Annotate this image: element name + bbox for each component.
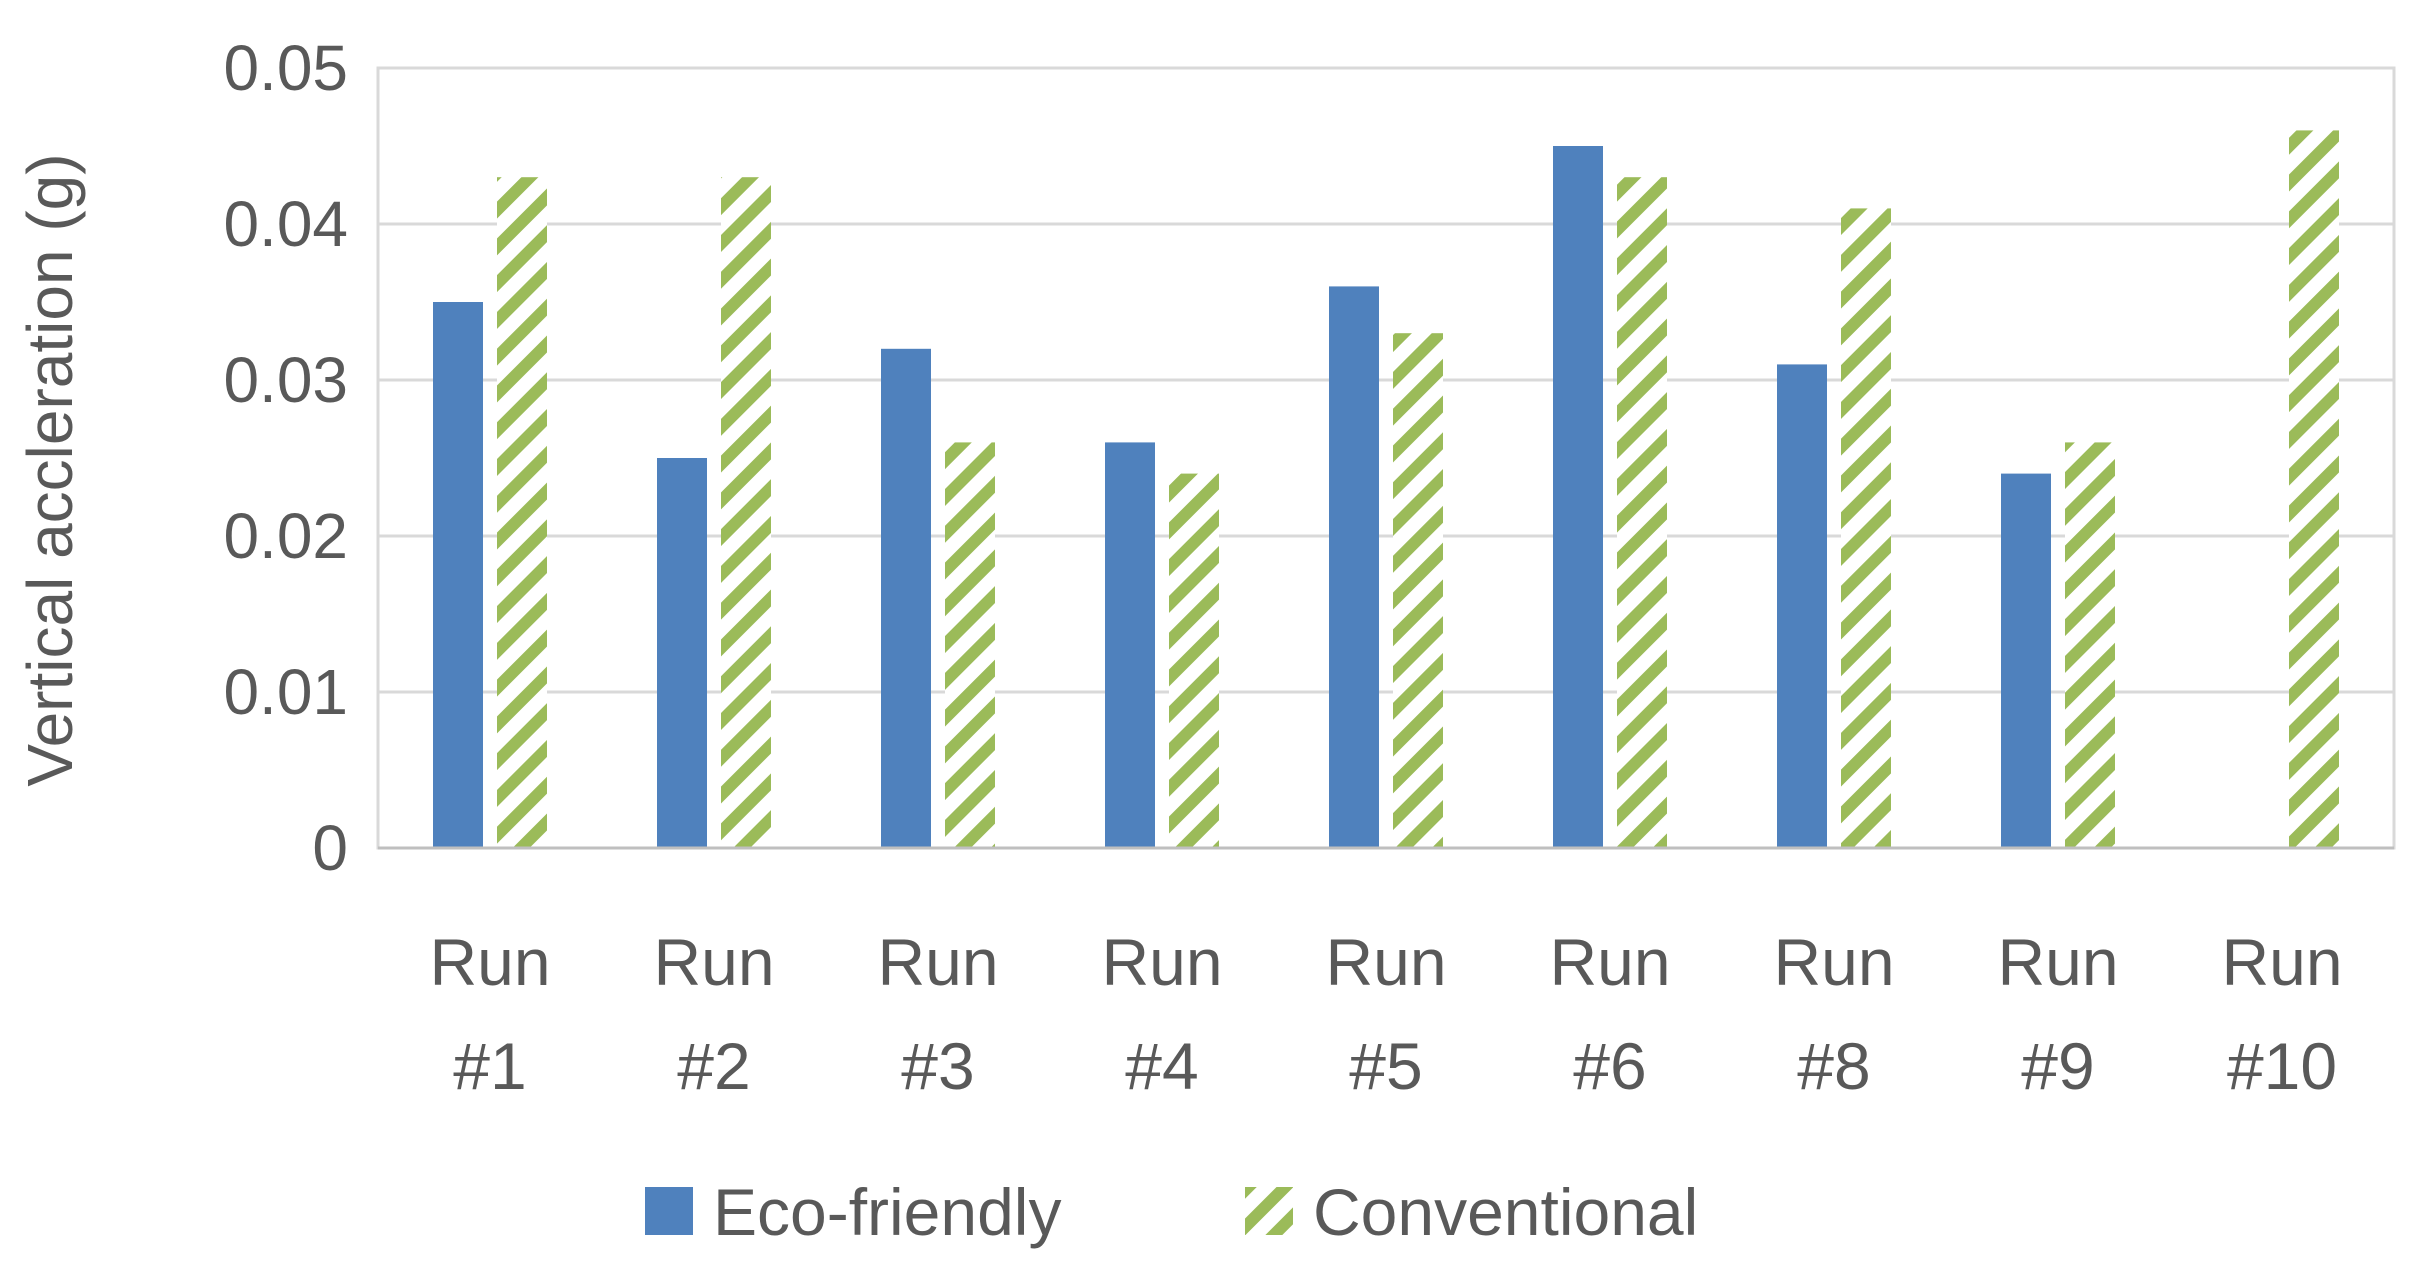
- y-tick-label: 0.04: [223, 188, 348, 260]
- x-tick-label: Run: [429, 925, 550, 999]
- x-tick-label: #2: [677, 1029, 750, 1103]
- legend-label: Conventional: [1313, 1175, 1698, 1249]
- legend: Eco-friendly Conventional: [645, 1175, 1698, 1249]
- bar-conventional: [2289, 130, 2339, 848]
- legend-label: Eco-friendly: [713, 1175, 1061, 1249]
- axes: Vertical accleration (g): [14, 153, 2394, 850]
- x-tick-label: Run: [1773, 925, 1894, 999]
- y-tick-label: 0.03: [223, 344, 348, 416]
- x-tick-label: #8: [1797, 1029, 1870, 1103]
- y-tick-label: 0: [312, 812, 348, 884]
- y-tick-label: 0.05: [223, 32, 348, 104]
- bar-conventional: [1169, 473, 1219, 848]
- x-tick-label: Run: [877, 925, 998, 999]
- bars: [433, 130, 2339, 848]
- bar-eco-friendly: [881, 348, 931, 848]
- x-tick-label: Run: [1325, 925, 1446, 999]
- bar-eco-friendly: [1777, 364, 1827, 848]
- x-tick-label: #10: [2227, 1029, 2337, 1103]
- x-tick-label: #1: [453, 1029, 526, 1103]
- bar-conventional: [497, 177, 547, 848]
- x-tick-label: #4: [1125, 1029, 1198, 1103]
- bar-conventional: [2065, 442, 2115, 848]
- x-tick-label: #6: [1573, 1029, 1646, 1103]
- bar-eco-friendly: [1329, 286, 1379, 848]
- x-tick-label: Run: [1997, 925, 2118, 999]
- bar-eco-friendly: [2001, 473, 2051, 848]
- legend-swatch: [1245, 1187, 1293, 1235]
- bar-eco-friendly: [1553, 146, 1603, 848]
- x-tick-label: Run: [1101, 925, 1222, 999]
- bar-conventional: [1841, 208, 1891, 848]
- tick-labels: 0 0.01 0.02 0.03 0.04 0.05 Run #1 Run #2 Run #3 Run #…: [223, 32, 2342, 1103]
- x-tick-label: #9: [2021, 1029, 2094, 1103]
- x-tick-label: #5: [1349, 1029, 1422, 1103]
- legend-swatch: [645, 1187, 693, 1235]
- x-tick-label: #3: [901, 1029, 974, 1103]
- bar-conventional: [721, 177, 771, 848]
- bar-conventional: [945, 442, 995, 848]
- x-tick-label: Run: [653, 925, 774, 999]
- y-tick-label: 0.01: [223, 656, 348, 728]
- bar-eco-friendly: [657, 458, 707, 848]
- x-tick-label: Run: [2221, 925, 2342, 999]
- x-tick-label: Run: [1549, 925, 1670, 999]
- bar-eco-friendly: [1105, 442, 1155, 848]
- bar-eco-friendly: [433, 302, 483, 848]
- bar-conventional: [1393, 333, 1443, 848]
- bar-conventional: [1617, 177, 1667, 848]
- y-tick-label: 0.02: [223, 500, 348, 572]
- y-axis-title: Vertical accleration (g): [14, 153, 86, 786]
